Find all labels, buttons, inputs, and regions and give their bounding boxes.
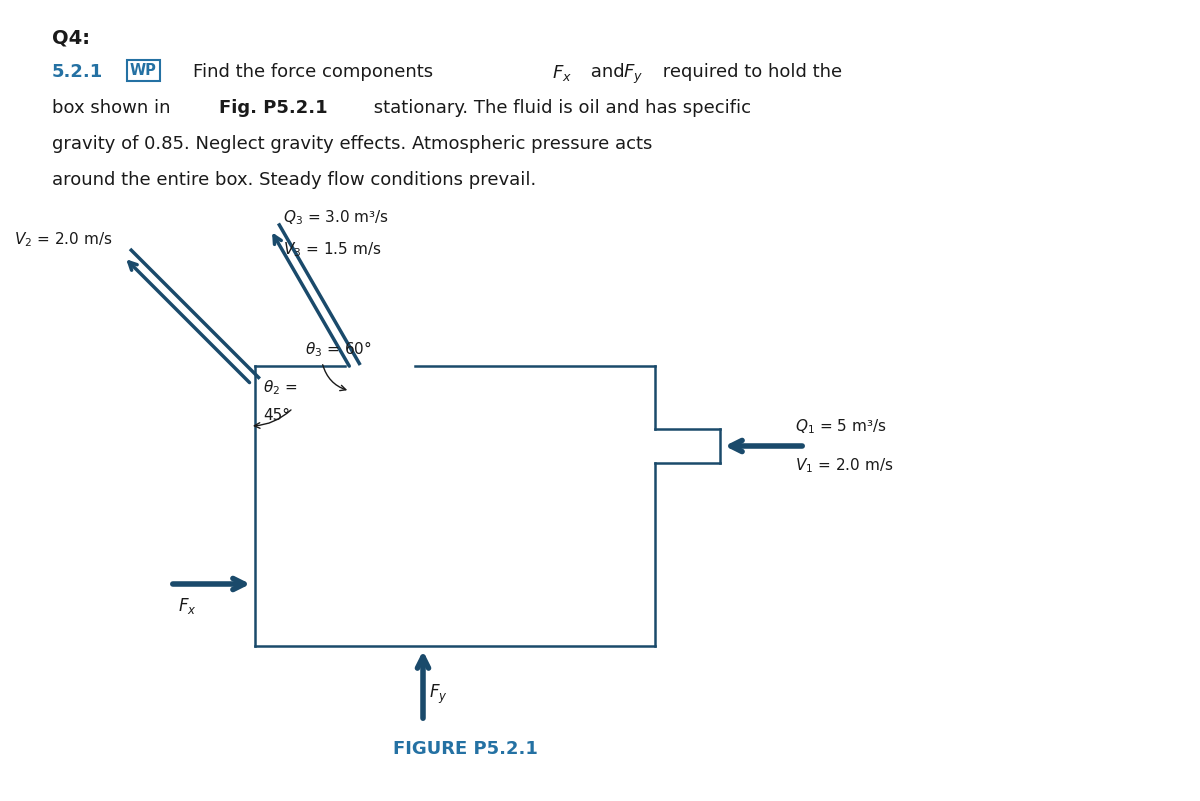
- Text: $F_y$: $F_y$: [623, 63, 643, 87]
- Text: $V_3$ = 1.5 m/s: $V_3$ = 1.5 m/s: [283, 241, 382, 260]
- Text: WP: WP: [130, 63, 157, 78]
- Text: $\theta_3$ = 60°: $\theta_3$ = 60°: [305, 340, 372, 359]
- Text: around the entire box. Steady flow conditions prevail.: around the entire box. Steady flow condi…: [52, 171, 536, 189]
- Text: 45°: 45°: [263, 408, 290, 423]
- Text: 5.2.1: 5.2.1: [52, 63, 103, 81]
- Text: Q4:: Q4:: [52, 29, 90, 48]
- Text: required to hold the: required to hold the: [658, 63, 842, 81]
- Text: Fig. P5.2.1: Fig. P5.2.1: [220, 99, 328, 117]
- Text: $F_x$: $F_x$: [552, 63, 572, 83]
- Text: gravity of 0.85. Neglect gravity effects. Atmospheric pressure acts: gravity of 0.85. Neglect gravity effects…: [52, 135, 653, 153]
- Text: $V_2$ = 2.0 m/s: $V_2$ = 2.0 m/s: [14, 230, 113, 249]
- Text: $\theta_2$ =: $\theta_2$ =: [263, 378, 298, 396]
- Text: $F_y$: $F_y$: [428, 683, 448, 706]
- Text: Find the force components: Find the force components: [193, 63, 439, 81]
- Text: $F_x$: $F_x$: [178, 596, 197, 616]
- Text: stationary. The fluid is oil and has specific: stationary. The fluid is oil and has spe…: [368, 99, 751, 117]
- Text: $V_1$ = 2.0 m/s: $V_1$ = 2.0 m/s: [796, 456, 894, 475]
- Text: $Q_3$ = 3.0 m³/s: $Q_3$ = 3.0 m³/s: [283, 209, 389, 227]
- Text: $Q_1$ = 5 m³/s: $Q_1$ = 5 m³/s: [796, 417, 887, 436]
- Text: FIGURE P5.2.1: FIGURE P5.2.1: [392, 740, 538, 758]
- Text: box shown in: box shown in: [52, 99, 176, 117]
- Text: and: and: [586, 63, 630, 81]
